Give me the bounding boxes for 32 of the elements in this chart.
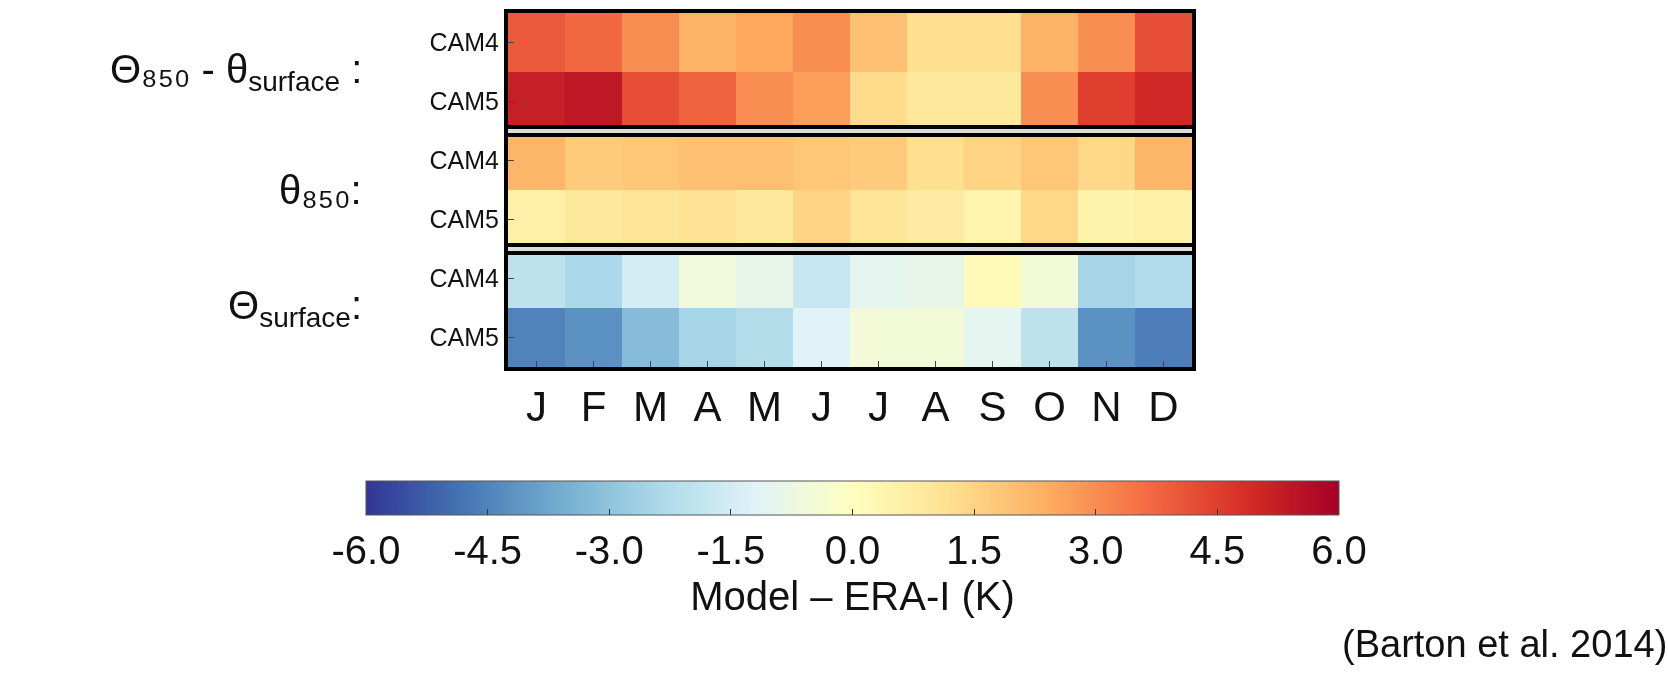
x-tick-label: M xyxy=(633,383,668,431)
text: θ₈₅₀: xyxy=(279,168,362,212)
y-tick-label: CAM5 xyxy=(429,205,499,234)
x-tick-label: A xyxy=(921,383,950,431)
color-bar-title: Model – ERA-I (K) xyxy=(690,574,1015,618)
color-bar-label: -6.0 xyxy=(331,528,401,572)
x-tick-label: J xyxy=(811,383,832,431)
y-tick-label: CAM5 xyxy=(429,87,499,116)
text: (Barton et al. 2014) xyxy=(1342,623,1668,665)
color-bar-label: -1.5 xyxy=(696,528,766,572)
x-tick-label: S xyxy=(978,383,1007,431)
x-tick-label: A xyxy=(693,383,722,431)
color-bar-label: -4.5 xyxy=(453,528,523,572)
color-bar-label: 1.5 xyxy=(946,528,1002,572)
x-tick-label: M xyxy=(747,383,782,431)
y-tick-label: CAM4 xyxy=(429,28,500,57)
y-tick-label: CAM4 xyxy=(429,264,500,293)
color-bar-label: 3.0 xyxy=(1067,528,1124,572)
color-bar-label: 4.5 xyxy=(1189,528,1246,572)
x-tick-label: J xyxy=(526,383,547,431)
text: Θ$_{surface}$: xyxy=(228,283,363,334)
color-bar-label: -3.0 xyxy=(574,528,644,572)
x-tick-label: J xyxy=(868,383,889,431)
x-tick-label: D xyxy=(1148,383,1179,431)
x-tick-label: F xyxy=(580,383,607,431)
text: Θ₈₅₀ - θ$_{surface}$ : xyxy=(110,47,363,98)
y-tick-label: CAM4 xyxy=(429,146,500,175)
color-bar-label: 6.0 xyxy=(1311,528,1367,572)
x-tick-label: O xyxy=(1033,383,1066,431)
color-bar-label: 0.0 xyxy=(824,528,881,572)
x-tick-label: N xyxy=(1091,383,1122,431)
y-tick-label: CAM5 xyxy=(429,323,499,352)
